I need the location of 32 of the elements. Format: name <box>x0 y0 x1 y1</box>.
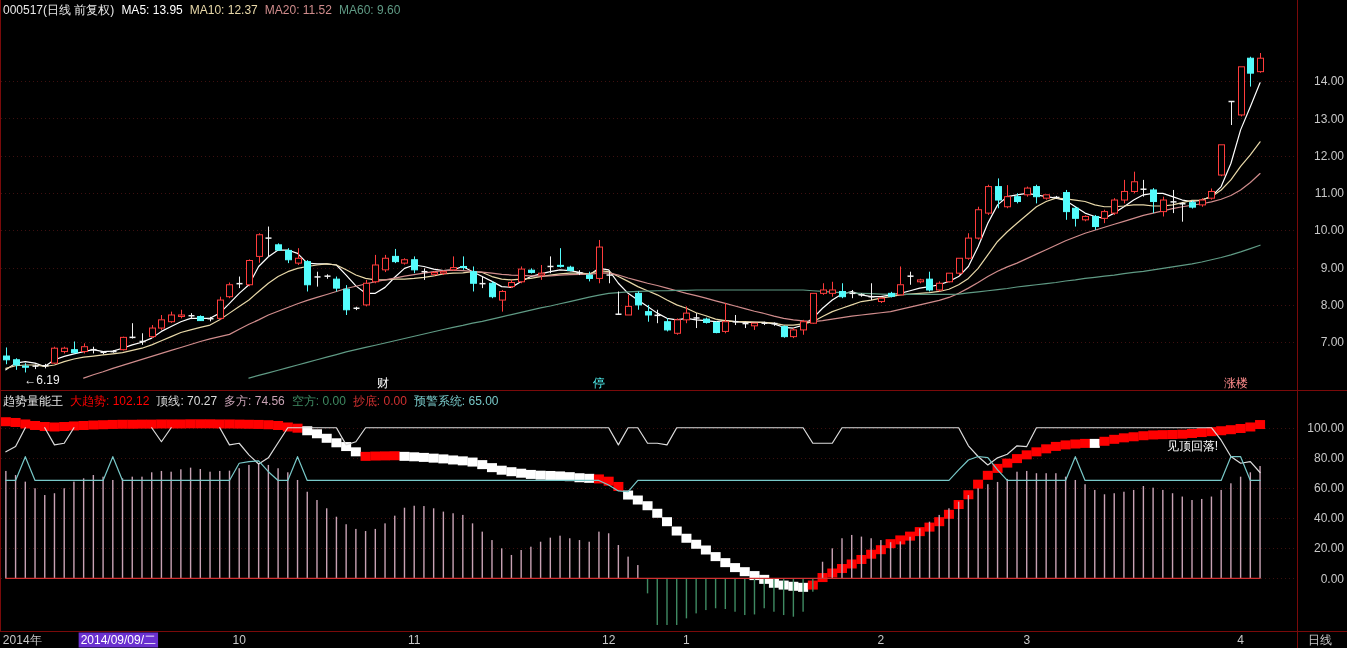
annotation: 日线 <box>1308 633 1332 647</box>
y-tick-label: 10.00 <box>1313 223 1345 238</box>
y-tick-label: 13.00 <box>1313 111 1345 126</box>
annotation: 停 <box>592 376 605 390</box>
y-tick-label: 8.00 <box>1320 298 1345 313</box>
x-tick-label: 2 <box>877 633 885 647</box>
y-tick-label: 0.00 <box>1320 571 1345 586</box>
x-tick-label: 4 <box>1237 633 1245 647</box>
x-tick-label: 11 <box>407 633 421 647</box>
y-tick-label: 20.00 <box>1313 541 1345 556</box>
title: 趋势量能王 <box>3 394 63 408</box>
legend: 大趋势: 102.12 顶线: 70.27 多方: 74.56 空方: 0.00 抄底: 0.00 预警系统: 65.00 <box>70 394 499 408</box>
y-tick-label: 60.00 <box>1313 481 1345 496</box>
x-tick-label: 3 <box>1023 633 1031 647</box>
y-tick-label: 14.00 <box>1313 74 1345 89</box>
y-tick-label: 80.00 <box>1313 451 1345 466</box>
y-tick-label: 100.00 <box>1307 420 1345 435</box>
annotation: ←6.19 <box>24 372 60 387</box>
y-tick-label: 11.00 <box>1314 186 1345 201</box>
x-tick-label: 10 <box>232 633 247 647</box>
y-tick-label: 7.00 <box>1320 335 1345 350</box>
y-tick-label: 12.00 <box>1313 148 1345 163</box>
annotation: 财 <box>377 376 390 390</box>
y-tick-label: 9.00 <box>1320 260 1345 275</box>
annotation: 2014年 <box>2 633 42 647</box>
x-tick-label: 1 <box>683 633 691 647</box>
title: 000517(日线 前复权) <box>3 3 115 17</box>
x-tick-label: 12 <box>601 633 616 647</box>
y-tick-label: 40.00 <box>1313 511 1345 526</box>
annotation: 见顶回落! <box>1166 439 1219 453</box>
legend: MA5: 13.95 MA10: 12.37 MA20: 11.52 MA60: 9.60 <box>121 3 401 17</box>
annotation: 涨楼 <box>1223 376 1248 390</box>
